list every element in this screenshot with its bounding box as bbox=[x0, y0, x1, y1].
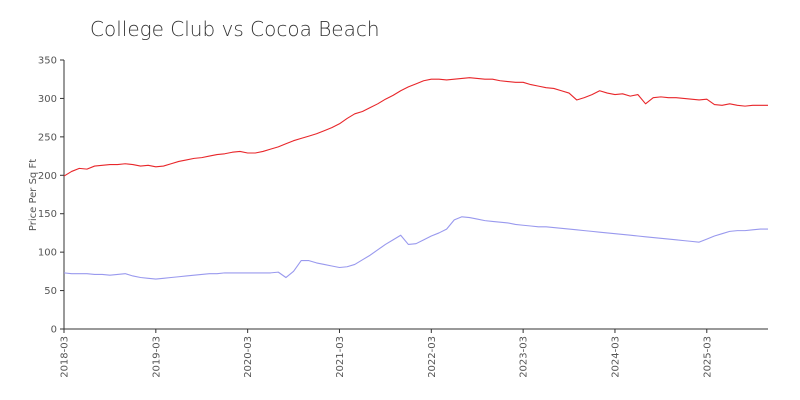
series-layer bbox=[63, 77, 768, 280]
y-tick-label: 200 bbox=[38, 171, 57, 182]
x-tick-label: 2023-03 bbox=[519, 336, 530, 378]
x-tick-label: 2021-03 bbox=[335, 336, 346, 378]
x-tick-label: 2019-03 bbox=[151, 336, 162, 378]
y-tick-label: 250 bbox=[38, 132, 57, 143]
y-tick-label: 100 bbox=[38, 248, 57, 259]
y-tick-label: 50 bbox=[44, 286, 57, 297]
y-tick-label: 300 bbox=[38, 94, 57, 105]
y-axis: 0 50 100 150 200 250 300 350 bbox=[38, 56, 65, 336]
x-tick-label: 2024-03 bbox=[610, 336, 621, 378]
x-axis: 2018-03 2019-03 2020-03 2021-03 2022-03 2023-… bbox=[60, 328, 768, 378]
x-tick-label: 2022-03 bbox=[427, 336, 438, 378]
y-tick-label: 150 bbox=[38, 209, 57, 220]
y-tick-label: 350 bbox=[38, 56, 57, 67]
series-line-2 bbox=[63, 216, 768, 280]
x-tick-label: 2018-03 bbox=[60, 336, 71, 378]
series-line-1 bbox=[63, 77, 768, 177]
y-axis-label: Price Per Sq Ft bbox=[28, 159, 39, 231]
y-tick-label: 0 bbox=[51, 325, 57, 336]
chart-title: College Club vs Cocoa Beach bbox=[90, 17, 380, 41]
x-tick-label: 2020-03 bbox=[243, 336, 254, 378]
x-tick-label: 2025-03 bbox=[702, 336, 713, 378]
